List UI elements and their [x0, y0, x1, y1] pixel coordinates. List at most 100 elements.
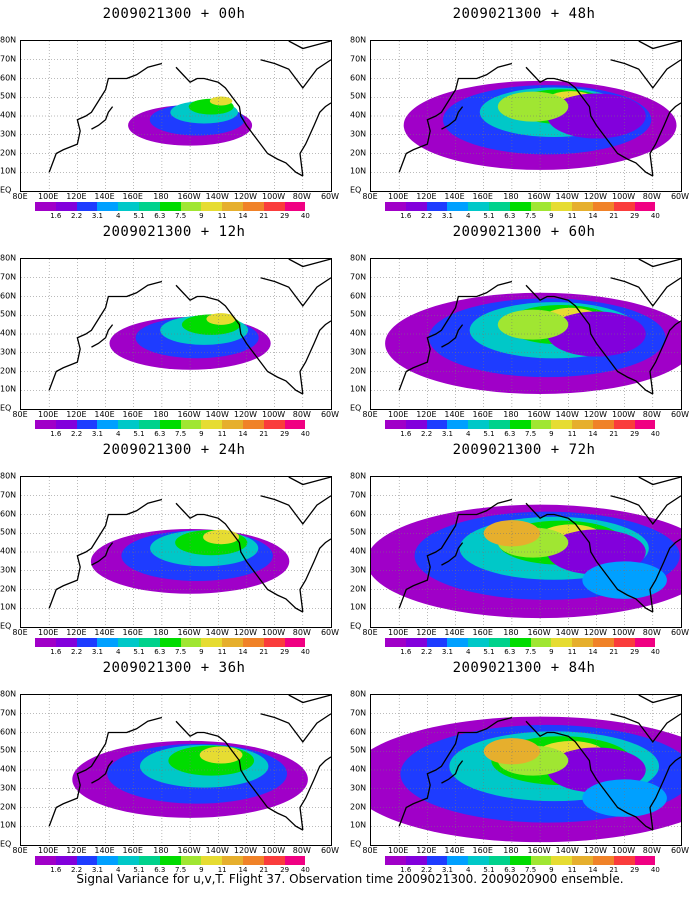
y-tick-label: 50N [0, 309, 17, 319]
colorbar-swatch [572, 420, 593, 429]
colorbar-label: 21 [259, 212, 269, 220]
colorbar-label: 40 [300, 430, 310, 438]
colorbar-label: 3.1 [441, 648, 453, 656]
y-tick-label: 70N [0, 54, 17, 64]
panel-title: 2009021300 + 60h [452, 224, 596, 240]
colorbar [35, 638, 306, 647]
y-tick-label: EQ [350, 621, 362, 631]
colorbar-swatch [613, 202, 635, 211]
colorbar-label: 11 [567, 430, 577, 438]
colorbar-swatch [551, 856, 573, 865]
colorbar-label: 9 [549, 648, 554, 656]
colorbar-label: 14 [588, 866, 598, 874]
colorbar-label: 4 [115, 430, 121, 438]
variance-contour [206, 313, 236, 325]
coastline [299, 102, 331, 177]
x-tick-label: 120W [583, 192, 608, 201]
y-tick-label: 40N [350, 546, 367, 556]
y-tick-label: EQ [350, 185, 362, 195]
colorbar-label: 5.1 [483, 866, 495, 874]
colorbar-swatch [76, 638, 98, 647]
x-tick-label: 100E [38, 192, 59, 201]
x-tick-label: 120E [416, 628, 437, 637]
colorbar-label: 1.6 [50, 866, 62, 874]
y-tick-label: 50N [350, 309, 367, 319]
y-tick-label: 60N [0, 727, 17, 736]
colorbar-swatch [385, 202, 406, 211]
colorbar-label: 6.3 [504, 212, 516, 220]
y-tick-label: 50N [350, 745, 367, 755]
colorbar-label: 5.1 [483, 212, 495, 220]
colorbar-label: 2.2 [71, 212, 83, 220]
y-tick-label: 70N [350, 272, 367, 282]
y-tick-label: 10N [350, 820, 367, 830]
colorbar-label: 4 [115, 648, 121, 656]
map-panel: 2009021300 + 84h 80E 100E 120E 140E 160E 180 16… [350, 654, 698, 879]
y-tick-label: 40N [350, 328, 367, 338]
y-tick-label: 80N [350, 471, 367, 481]
colorbar-label: 9 [549, 212, 554, 220]
map-panel: 2009021300 + 72h 80E 100E 120E 140E 160E 180 16… [350, 436, 698, 661]
coastline [175, 284, 304, 395]
y-tick-label: 60N [0, 509, 17, 518]
colorbar-swatch [180, 856, 202, 865]
coastline [398, 716, 513, 827]
colorbar-label: 29 [280, 430, 290, 438]
coastline [175, 66, 304, 177]
x-tick-label: 120E [66, 410, 87, 419]
colorbar-label: 21 [609, 430, 619, 438]
colorbar-swatch [76, 202, 98, 211]
colorbar-swatch [201, 638, 223, 647]
x-tick-label: 180 [503, 846, 519, 855]
x-tick-label: 160W [527, 192, 551, 201]
colorbar-swatch [242, 856, 264, 865]
x-tick-label: 120E [66, 628, 87, 637]
y-tick-label: 20N [350, 366, 367, 375]
y-tick-label: 30N [0, 565, 17, 575]
colorbar-swatch [284, 420, 306, 429]
colorbar-label: 14 [588, 648, 598, 656]
colorbar-swatch [613, 638, 635, 647]
colorbar-swatch [468, 856, 489, 865]
x-tick-label: 100E [38, 628, 59, 637]
colorbar-label: 21 [609, 866, 619, 874]
colorbar-label: 2.2 [421, 430, 433, 438]
colorbar-label: 4 [465, 430, 471, 438]
colorbar-label: 3.1 [91, 212, 103, 220]
colorbar-label: 21 [609, 212, 619, 220]
x-tick-label: 160W [177, 192, 201, 201]
colorbar-swatch [138, 420, 160, 429]
coastline [48, 716, 163, 827]
colorbar-label: 5.1 [133, 212, 145, 220]
coastline [441, 760, 464, 784]
coastline [288, 41, 331, 50]
y-tick-label: 60N [0, 73, 17, 82]
colorbar-swatch [55, 202, 77, 211]
colorbar-swatch [201, 420, 223, 429]
x-tick-label: 160W [177, 628, 201, 637]
colorbar-label: 3.1 [441, 212, 453, 220]
x-tick-label: 80E [362, 410, 378, 419]
colorbar-swatch [35, 856, 56, 865]
y-tick-label: 20N [0, 584, 17, 593]
colorbar-swatch [447, 202, 469, 211]
colorbar-label: 21 [259, 430, 269, 438]
coastline [299, 538, 331, 613]
colorbar-label: 29 [630, 866, 640, 874]
y-tick-label: 20N [0, 802, 17, 811]
coastline [91, 106, 114, 130]
coastline [441, 324, 464, 348]
coastline [638, 695, 681, 704]
variance-contour [483, 520, 541, 547]
y-tick-label: 80N [0, 471, 17, 481]
colorbar-label: 7.5 [525, 648, 537, 656]
colorbar-swatch [97, 202, 119, 211]
x-tick-label: 140W [205, 846, 229, 855]
y-tick-label: 40N [350, 110, 367, 120]
colorbar-label: 14 [588, 212, 598, 220]
colorbar-swatch [488, 202, 510, 211]
colorbar-swatch [118, 638, 139, 647]
colorbar-swatch [447, 420, 469, 429]
y-tick-label: EQ [0, 403, 12, 413]
y-tick-label: 60N [0, 291, 17, 300]
